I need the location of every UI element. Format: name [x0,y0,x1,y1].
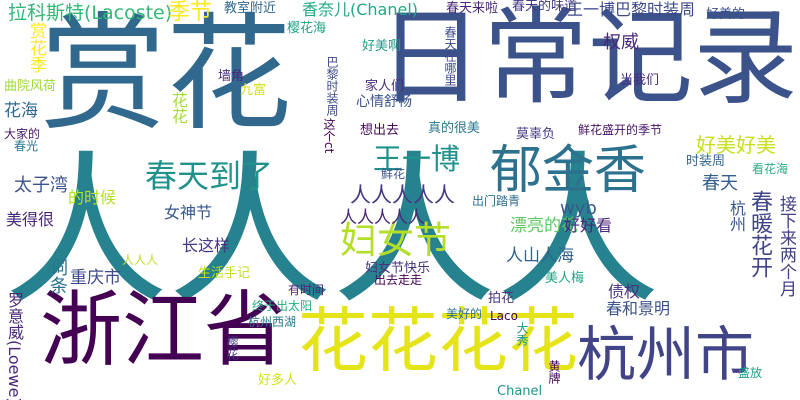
word-cloud-term: 春天到了 [145,157,274,195]
word-cloud-term: 心情舒畅 [356,94,412,110]
word-cloud-term: 春天 [702,173,738,194]
word-cloud-term: 好好看 [564,216,613,235]
word-cloud-term: 花海 [4,101,38,121]
word-cloud-term: 大家的 [4,127,41,141]
word-cloud-term: 出去走走 [374,273,423,287]
word-cloud-term: 接下来两个月 [776,195,796,297]
word-cloud-term: 花花花花 [298,300,578,382]
word-cloud-term: 漂亮的花 [510,216,578,236]
word-cloud-term: 香奈儿(Chanel) [302,0,419,19]
word-cloud-term: wyb [560,198,597,219]
word-cloud-term: 有时间 [288,283,325,297]
word-cloud-term: 想出去 [360,123,400,138]
word-cloud-term: 樱花海 [287,21,327,36]
word-cloud-term: 杭州市 [577,320,755,389]
word-cloud-term: 罗意威(Loewe) [5,292,24,400]
word-cloud-term: 黄牌 [547,360,561,384]
word-cloud-term: 家人们 [365,79,405,94]
word-cloud-term: 季节 [168,0,213,25]
word-cloud-term: 女神节 [164,203,213,222]
word-cloud-term: 巴黎时装周 [325,56,339,116]
word-cloud-term: 花花 [169,92,188,124]
word-cloud-term: 赏花 [40,1,292,148]
word-cloud-term: 鲜花盛开的季节 [578,123,663,137]
word-cloud-term: 的时候 [68,188,117,207]
word-cloud-term: 人人人人人 [340,208,425,228]
word-cloud-term: 春光 [14,139,39,153]
word-cloud-term: 春和景明 [606,299,671,318]
word-cloud-term: 王一博 [373,142,461,176]
word-cloud-term: 好美啊 [362,39,402,54]
word-cloud-term: 美得很 [6,210,55,229]
word-cloud-term: 时装周 [686,154,726,169]
word-cloud-term: 日常记录 [378,0,799,119]
word-cloud-term: 人人人人人 [350,183,455,207]
word-cloud-term: 王一博巴黎时装周 [567,0,696,19]
word-cloud-term: 郁金香 [490,141,647,201]
word-cloud-term: 美人梅 [545,271,585,286]
word-cloud-term: 终于出太阳 [252,299,313,313]
word-cloud-term: 当我们 [620,73,660,88]
word-cloud-term: 墙角 [218,69,245,84]
word-cloud-term: 出门踏青 [472,194,521,208]
word-cloud-term: 樱花 [225,336,239,360]
word-cloud-term: Chanel [497,384,543,399]
word-cloud-term: 赏花季 [26,22,46,73]
word-cloud-term: 好美好美 [696,133,776,157]
word-cloud-term: 好多人 [258,373,298,388]
word-cloud-term: 妇女节 [340,219,451,262]
word-cloud-term: 盛放 [738,366,763,380]
word-cloud-term: 鲜花 [381,167,406,181]
word-cloud-term: 杭州西湖 [248,315,297,329]
word-cloud-term: 曲院风荷 [4,79,57,94]
word-cloud-term: 拍花 [488,291,515,306]
word-cloud-term: 看花海 [752,162,789,176]
word-cloud-term: 春天来啦 [446,1,499,16]
word-cloud-term: 权威 [603,32,639,53]
word-cloud-term: 杭州 [727,200,746,232]
word-cloud-term: 人山人海 [506,246,574,266]
word-cloud-term: 人人人人 [4,136,661,327]
word-cloud-term: 莫辜负 [516,127,556,142]
word-cloud-term: 重庆市 [70,268,121,288]
word-cloud-term: 生活手记 [198,266,251,281]
word-cloud-term: 好美的 [706,7,746,22]
word-cloud-term: 浙江省 [40,283,287,378]
word-cloud-term: 真的很美 [428,121,481,136]
word-cloud-term: 长这样 [182,236,231,255]
word-cloud-term: 拉科斯特(Lacoste) [8,2,173,24]
word-cloud-term: 妇女节快乐 [365,261,431,276]
word-cloud-term: 春天在哪里 [443,26,457,86]
word-cloud-term: 太子湾 [14,175,68,196]
word-cloud-term: 人人人 [122,253,159,267]
word-cloud-term: 春天的味道 [512,0,578,14]
word-cloud-term: 债权 [608,282,641,301]
word-cloud-term: 这个ct [322,118,336,154]
word-cloud-term: 大秀 [515,322,529,346]
word-cloud-term: Laco [490,309,518,323]
word-cloud-term: 春暖花开 [747,190,772,278]
word-cloud-term: 九富 [240,83,267,98]
word-cloud-term: 美好的 [446,307,483,321]
word-cloud-term: 教室附近 [224,1,277,16]
word-cloud-term: 词条 [47,258,68,294]
